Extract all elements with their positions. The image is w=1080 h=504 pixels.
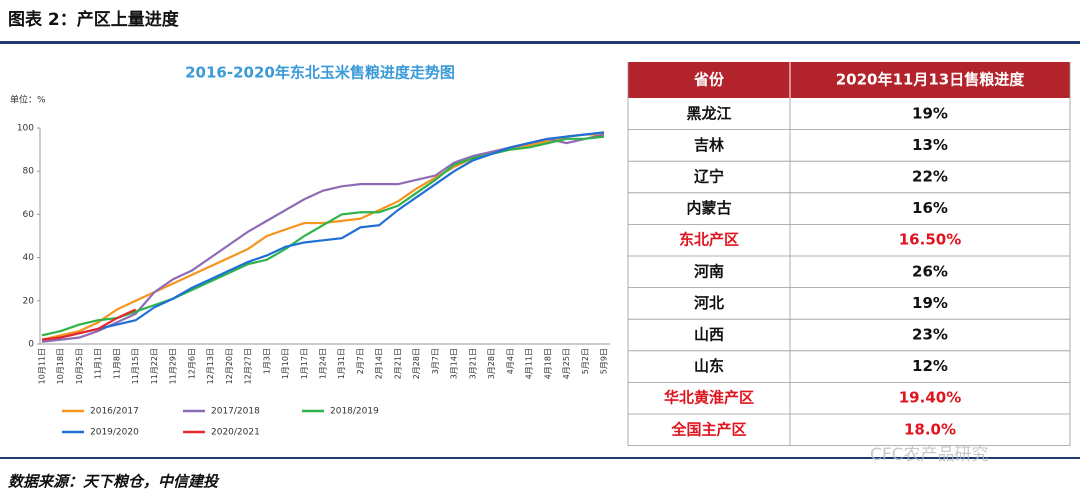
table-cell: 16.50% <box>899 231 961 249</box>
table-header-bg <box>628 62 1070 98</box>
watermark: CFC农产品研究 <box>870 445 989 465</box>
y-axis-label: 单位：% <box>10 94 46 106</box>
table-cell: 河南 <box>694 262 724 280</box>
x-tick-label: 1月3日 <box>262 348 271 374</box>
x-tick-label: 10月25日 <box>75 348 84 384</box>
y-tick-label: 60 <box>23 210 35 220</box>
x-tick-label: 1月10日 <box>281 348 290 379</box>
table-cell: 山西 <box>694 326 724 344</box>
table-cell: 华北黄淮产区 <box>664 389 754 407</box>
series-line <box>41 133 604 341</box>
table-cell: 18.0% <box>904 420 956 438</box>
figure-title: 图表 2：产区上量进度 <box>8 9 180 30</box>
x-tick-label: 10月18日 <box>56 348 65 384</box>
legend-label: 2018/2019 <box>330 407 379 417</box>
table-cell: 山东 <box>694 357 724 375</box>
chart-title: 2016-2020年东北玉米售粮进度走势图 <box>185 64 455 82</box>
table-cell: 26% <box>912 262 948 280</box>
y-tick-label: 20 <box>23 296 35 306</box>
x-tick-label: 3月14日 <box>450 348 459 379</box>
table-header-cell: 2020年11月13日售粮进度 <box>836 71 1025 89</box>
x-tick-label: 11月22日 <box>150 348 159 384</box>
x-tick-label: 11月29日 <box>169 348 178 384</box>
x-tick-label: 4月11日 <box>525 348 534 379</box>
y-tick-label: 80 <box>23 167 35 177</box>
x-tick-label: 4月25日 <box>562 348 571 379</box>
x-tick-label: 10月11日 <box>38 348 47 384</box>
y-tick-label: 40 <box>23 253 35 263</box>
table-cell: 22% <box>912 168 948 186</box>
table-header-cell: 省份 <box>693 71 725 89</box>
x-tick-label: 2月7日 <box>356 348 365 374</box>
x-tick-label: 1月31日 <box>337 348 346 379</box>
legend-label: 2016/2017 <box>90 407 139 417</box>
y-tick-label: 100 <box>17 124 34 134</box>
x-tick-label: 5月9日 <box>600 348 609 374</box>
series-line <box>41 133 605 343</box>
table-cell: 河北 <box>694 294 724 312</box>
table-cell: 吉林 <box>694 136 725 154</box>
legend-label: 2017/2018 <box>211 407 260 417</box>
top-rule <box>0 41 1080 44</box>
table-cell: 黑龙江 <box>686 104 731 122</box>
x-tick-label: 12月13日 <box>206 348 215 384</box>
x-tick-label: 11月15日 <box>131 348 140 384</box>
table-cell: 辽宁 <box>694 168 724 186</box>
x-tick-label: 3月28日 <box>487 348 496 379</box>
legend-label: 2020/2021 <box>211 428 260 438</box>
x-tick-label: 1月17日 <box>300 348 309 379</box>
bottom-rule <box>0 457 1080 459</box>
legend-label: 2019/2020 <box>90 428 139 438</box>
series-line <box>41 131 605 341</box>
table-cell: 东北产区 <box>679 231 739 249</box>
x-tick-label: 3月7日 <box>431 348 440 374</box>
x-tick-label: 4月18日 <box>543 348 552 379</box>
x-tick-label: 2月14日 <box>375 348 384 379</box>
source-note: 数据来源：天下粮仓，中信建投 <box>8 473 220 491</box>
series-line <box>41 135 605 337</box>
table-cell: 19% <box>912 104 948 122</box>
x-tick-label: 12月6日 <box>187 348 196 379</box>
table-cell: 内蒙古 <box>686 199 731 217</box>
table-cell: 全国主产区 <box>670 420 746 438</box>
x-tick-label: 11月1日 <box>94 348 103 379</box>
table-cell: 13% <box>912 136 948 154</box>
x-tick-label: 2月28日 <box>412 348 421 379</box>
table-cell: 19% <box>912 294 948 312</box>
series-line <box>41 308 137 341</box>
x-tick-label: 11月8日 <box>112 348 121 379</box>
x-tick-label: 12月27日 <box>244 348 253 384</box>
table-cell: 12% <box>912 357 948 375</box>
x-tick-label: 3月21日 <box>468 348 477 379</box>
y-tick-label: 0 <box>28 340 34 350</box>
x-tick-label: 12月20日 <box>225 348 234 384</box>
table-cell: 23% <box>912 326 948 344</box>
table-cell: 16% <box>912 199 948 217</box>
table-cell: 19.40% <box>899 389 961 407</box>
x-tick-label: 1月24日 <box>319 348 328 379</box>
x-tick-label: 2月21日 <box>393 348 402 379</box>
x-tick-label: 4月4日 <box>506 348 515 374</box>
x-tick-label: 5月2日 <box>581 348 590 374</box>
